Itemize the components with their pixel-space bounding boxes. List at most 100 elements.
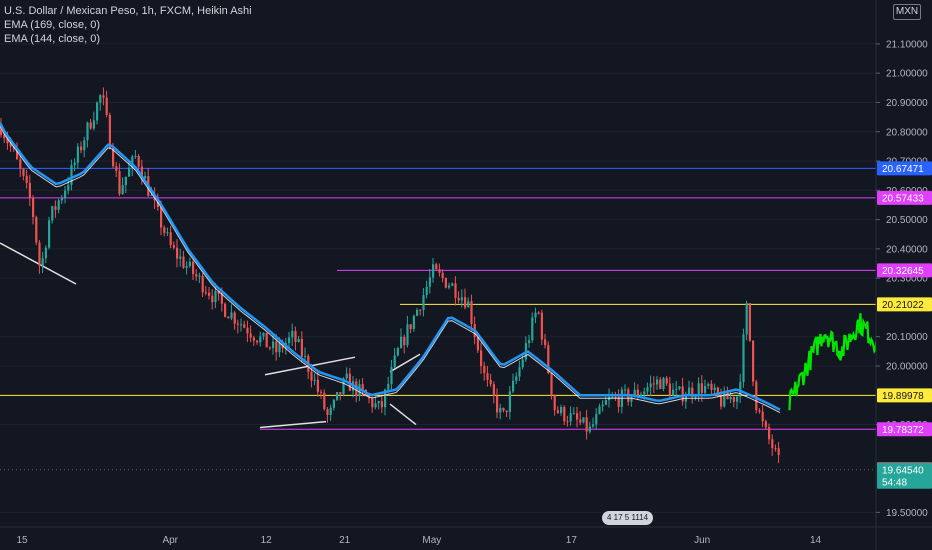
candle-body (80, 146, 83, 151)
time-tick-label: 21 (339, 535, 351, 546)
candle-body (723, 391, 726, 407)
candle-body (467, 301, 470, 308)
candle-body (576, 413, 579, 420)
candle-body (163, 227, 166, 233)
candle-body (70, 165, 73, 185)
candle-body (272, 341, 275, 349)
candle-body (707, 383, 710, 386)
symbol-title[interactable]: U.S. Dollar / Mexican Peso, 1h, FXCM, He… (4, 5, 252, 17)
candle-body (409, 324, 412, 330)
candle-body (675, 388, 678, 390)
ema-169-label[interactable]: EMA (169, close, 0) (4, 19, 100, 31)
price-tick-label: 20.00000 (886, 361, 928, 372)
candle-body (28, 182, 31, 199)
drawing-layer[interactable] (0, 167, 876, 471)
candle-body (96, 102, 99, 121)
candle-body (9, 143, 12, 147)
candle-body (19, 159, 22, 169)
candle-body (188, 261, 191, 267)
candle-body (214, 290, 217, 303)
candle-body (99, 95, 102, 103)
candle-body (457, 297, 460, 301)
candle-body (646, 387, 649, 392)
candle-body (396, 348, 399, 356)
candle-body (470, 301, 473, 324)
candle-body (492, 384, 495, 396)
candle-body (604, 400, 607, 405)
candle-body (16, 148, 19, 160)
candle-body (406, 324, 409, 346)
time-tick-label: 12 (261, 535, 273, 546)
candle-body (515, 376, 518, 381)
candle-body (710, 383, 713, 390)
candle-body (166, 232, 169, 234)
candle-body (294, 330, 297, 342)
candle-body (720, 395, 723, 407)
candle-body (768, 427, 771, 440)
candle-body (643, 391, 646, 395)
candle-body (454, 283, 457, 298)
candle-body (678, 386, 681, 389)
candle-body (304, 356, 307, 358)
candle-body (592, 424, 595, 427)
candle-body (83, 140, 86, 151)
candle-body (156, 200, 159, 208)
candle-body (246, 327, 249, 334)
time-tick-label: Apr (162, 535, 178, 546)
candle-body (384, 389, 387, 408)
candle-body (550, 373, 553, 396)
candle-body (652, 383, 655, 385)
candle-body (566, 421, 569, 423)
candle-body (361, 384, 364, 390)
candle-body (288, 337, 291, 344)
candle-body (729, 397, 732, 400)
trend-line-1 (0, 242, 77, 285)
candle-body (425, 286, 428, 296)
candle-body (588, 426, 591, 432)
event-counter-pill[interactable]: 4 17 5 1114 (602, 511, 654, 525)
price-tag-label: 19.78372 (882, 425, 924, 436)
candle-body (640, 394, 643, 397)
candle-body (73, 162, 76, 166)
candle-body (614, 396, 617, 398)
candle-body (67, 184, 70, 191)
candle-body (496, 395, 499, 413)
candle-body (518, 367, 521, 377)
candle-body (704, 385, 707, 393)
candle-body (611, 396, 614, 398)
candle-body (697, 383, 700, 397)
ema-144-line (0, 125, 781, 414)
candle-body (22, 168, 25, 176)
candle-body (464, 297, 467, 308)
candle-body (544, 339, 547, 346)
price-tag-label: 19.89978 (882, 391, 924, 402)
candle-body (486, 373, 489, 380)
price-tag-label: 20.21022 (882, 300, 924, 311)
candle-body (35, 217, 38, 243)
candle-body (192, 261, 195, 275)
ema-144-label[interactable]: EMA (144, close, 0) (4, 33, 100, 45)
candle-body (448, 285, 451, 288)
candle-body (736, 396, 739, 402)
candle-body (380, 401, 383, 408)
candle-body (419, 309, 422, 311)
candle-body (422, 295, 425, 310)
candle-body (624, 389, 627, 391)
candle-body (681, 386, 684, 402)
price-tick-label: 20.30000 (886, 274, 928, 285)
candle-body (265, 332, 268, 348)
candle-body (44, 247, 47, 259)
candle-body (540, 312, 543, 340)
candle-body (716, 387, 719, 396)
price-tag (877, 388, 932, 403)
price-tick-label: 19.50000 (886, 508, 928, 519)
candle-body (208, 292, 211, 296)
candle-body (41, 258, 44, 266)
candle-body (393, 355, 396, 367)
candle-body (108, 114, 111, 149)
candle-body (179, 256, 182, 259)
currency-badge[interactable]: MXN (893, 4, 921, 20)
candle-body (416, 309, 419, 316)
candle-body (752, 340, 755, 382)
